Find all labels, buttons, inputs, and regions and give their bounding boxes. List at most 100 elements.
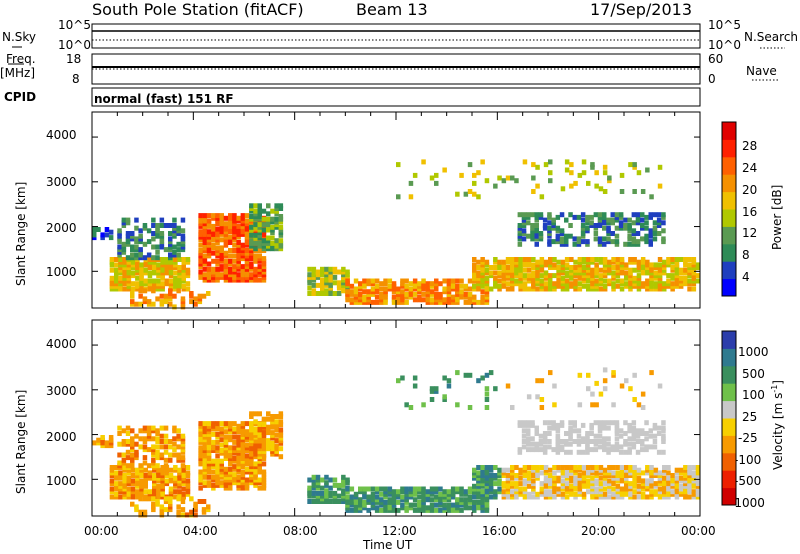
velocity-cell	[345, 502, 350, 508]
velocity-cell	[631, 433, 637, 439]
power-cell	[121, 247, 127, 253]
power-cell	[559, 231, 565, 236]
power-cell	[181, 262, 186, 268]
power-cell	[311, 266, 317, 272]
power-cell	[249, 208, 254, 214]
power-cell	[640, 259, 646, 265]
power-cell	[611, 275, 616, 281]
power-cell	[522, 283, 528, 289]
velocity-cell	[117, 441, 122, 447]
velocity-cell	[657, 383, 663, 389]
velocity-cell	[249, 466, 254, 472]
power-cell	[501, 283, 507, 289]
power-cell	[421, 291, 426, 297]
velocity-cell	[168, 489, 174, 495]
velocity-cell	[206, 469, 212, 475]
velocity-cell	[691, 491, 697, 497]
velocity-cell	[163, 439, 169, 444]
velocity-cell	[236, 485, 241, 491]
power-cell	[345, 272, 350, 278]
power-cell	[472, 257, 477, 262]
velocity-cell	[353, 499, 359, 505]
velocity-cell	[202, 456, 208, 461]
power-cell	[480, 159, 485, 165]
power-cell	[594, 183, 599, 189]
power-cell	[244, 221, 250, 227]
power-cell	[223, 215, 229, 221]
power-cell	[155, 249, 160, 255]
velocity-cell	[253, 480, 258, 486]
power-cell	[100, 235, 105, 241]
velocity-cell	[627, 422, 632, 428]
velocity-cell	[143, 473, 148, 478]
velocity-cell	[484, 475, 490, 481]
power-cell	[142, 299, 148, 305]
velocity-cell	[152, 489, 157, 495]
power-cell	[521, 228, 527, 234]
power-cell	[602, 225, 607, 231]
power-cell	[211, 258, 216, 264]
velocity-cell	[522, 486, 528, 492]
power-cell	[198, 272, 203, 278]
velocity-cell	[341, 499, 346, 504]
velocity-cell	[404, 491, 409, 497]
velocity-cell	[215, 448, 220, 453]
power-cell	[552, 257, 557, 262]
power-cell	[645, 262, 650, 268]
velocity-cell	[257, 435, 262, 441]
velocity-cell	[586, 478, 591, 484]
power-cell	[518, 267, 523, 273]
power-cell	[236, 240, 241, 245]
velocity-cell	[484, 499, 490, 505]
velocity-cell	[501, 491, 507, 497]
velocity-cell	[408, 502, 414, 508]
power-cell	[560, 286, 566, 292]
velocity-cell	[649, 483, 654, 489]
velocity-cell	[274, 446, 279, 452]
velocity-cell	[632, 494, 637, 500]
power-cell	[560, 275, 566, 281]
power-cell	[408, 291, 414, 297]
power-cell	[223, 231, 229, 237]
power-cell	[683, 257, 688, 262]
velocity-cell	[598, 467, 604, 473]
power-cell	[631, 220, 637, 226]
power-cell	[168, 231, 173, 236]
power-cell	[159, 236, 165, 242]
power-cell	[228, 248, 233, 253]
power-cell	[270, 240, 275, 246]
power-cell	[215, 231, 220, 237]
power-cell	[480, 297, 485, 303]
power-cell	[670, 275, 675, 281]
velocity-cell	[568, 428, 573, 434]
power-cell	[505, 265, 511, 270]
velocity-cell	[652, 444, 658, 450]
power-cell	[640, 283, 646, 289]
velocity-cell	[215, 472, 220, 478]
power-cell	[92, 229, 97, 235]
velocity-cell	[328, 485, 333, 491]
velocity-cell	[517, 420, 523, 426]
velocity-cell	[580, 436, 586, 442]
power-cell	[602, 259, 608, 265]
velocity-cell	[383, 491, 388, 497]
power-cell	[661, 214, 666, 220]
velocity-cell	[501, 489, 507, 495]
power-cell	[531, 262, 536, 268]
velocity-cell	[535, 465, 540, 470]
power-cell	[497, 286, 502, 292]
velocity-cell	[139, 470, 144, 476]
velocity-cell	[266, 446, 271, 452]
power-cell	[653, 273, 659, 279]
velocity-cell	[185, 465, 191, 470]
power-cell	[602, 283, 608, 289]
power-cell	[320, 280, 325, 286]
power-cell	[139, 281, 144, 287]
velocity-cell	[590, 486, 595, 492]
power-cell	[514, 178, 519, 184]
velocity-cell	[535, 491, 540, 497]
velocity-cell	[555, 433, 561, 439]
power-cell	[522, 281, 528, 287]
velocity-cell	[598, 391, 604, 397]
power-cell	[636, 265, 642, 270]
